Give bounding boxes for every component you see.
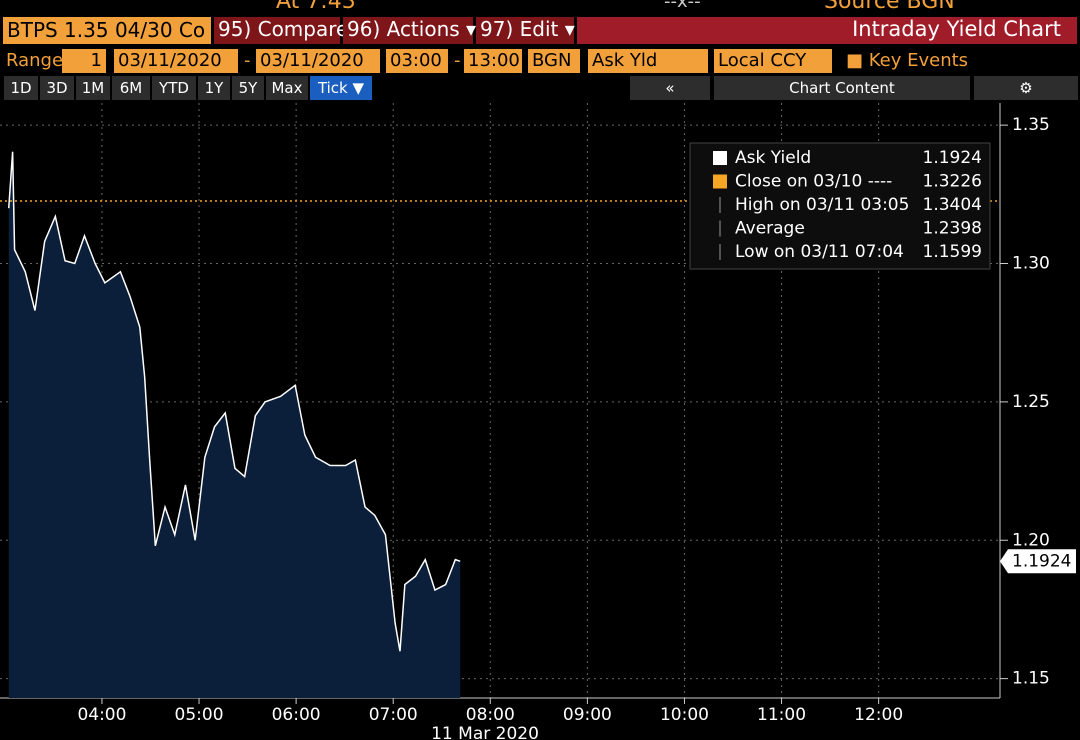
chart: 11 Mar 2020 04:00 05:00 06:00 07:00 08:00 09:… <box>0 103 1076 740</box>
legend-label: Average <box>735 219 805 239</box>
menu[interactable]: 97) Edit ▾ <box>476 17 575 44</box>
field[interactable]: BGN <box>528 49 580 73</box>
period-button[interactable]: Max <box>266 76 308 100</box>
sep: - <box>244 50 251 71</box>
y-tick-label: 1.20 <box>1012 530 1050 550</box>
security[interactable]: BTPS 1.35 04/30 Co <box>3 17 211 44</box>
period-button[interactable]: 5Y <box>232 76 264 100</box>
period-button[interactable]: 3D <box>40 76 74 100</box>
x-tick-label: 06:00 <box>272 705 321 725</box>
chart-content[interactable]: Chart Content <box>714 76 970 100</box>
field[interactable]: 13:00 <box>464 49 522 73</box>
x-tick-label: 12:00 <box>854 705 903 725</box>
header-top: --x-- <box>664 0 701 12</box>
field[interactable]: 03/11/2020 <box>256 49 380 73</box>
menu[interactable]: 96) Actions ▾ <box>343 17 476 44</box>
key-events-label: Key Events <box>868 50 969 71</box>
area <box>8 151 461 698</box>
x-tick-label: 04:00 <box>77 705 126 725</box>
header-top: Source BGN <box>824 0 955 14</box>
field[interactable]: Ask Yld <box>588 49 708 73</box>
y-tick-label: 1.30 <box>1012 254 1050 274</box>
period-button[interactable]: 1M <box>76 76 110 100</box>
legend-box <box>689 142 991 270</box>
legend-value: 1.1599 <box>923 242 982 262</box>
y-tick-label: 1.15 <box>1012 669 1050 689</box>
line <box>7 151 461 652</box>
range-label: Range <box>6 50 64 71</box>
legend-label: Close on 03/10 ---- <box>735 172 892 192</box>
field[interactable]: 03/11/2020 <box>114 49 238 73</box>
last-tag <box>1000 549 1076 574</box>
field[interactable]: 03:00 <box>386 49 448 73</box>
legend-swatch <box>713 174 727 189</box>
title: Intraday Yield Chart <box>577 17 1077 44</box>
x-tick-label: 11:00 <box>757 705 806 725</box>
period-button[interactable]: Tick ▼ <box>310 76 372 100</box>
menu[interactable]: 95) Compare <box>214 17 348 44</box>
period-button[interactable]: 1D <box>4 76 38 100</box>
legend-label: Ask Yield <box>735 148 811 168</box>
field[interactable]: 1 <box>62 49 106 73</box>
collapse[interactable]: « <box>630 76 710 100</box>
sep: - <box>454 50 461 71</box>
x-tick-label: 07:00 <box>369 705 418 725</box>
legend-value: 1.2398 <box>923 219 982 239</box>
y-tick-label: 1.35 <box>1012 115 1050 135</box>
legend-label: High on 03/11 03:05 <box>735 195 909 215</box>
x-axis-label: 11 Mar 2020 <box>431 724 539 740</box>
last-tag-label: 1.1924 <box>1012 551 1071 571</box>
key-events[interactable]: ■ Key Events <box>846 50 969 71</box>
x-tick-label: 05:00 <box>175 705 224 725</box>
legend-value: 1.1924 <box>923 148 982 168</box>
legend-value: 1.3226 <box>923 172 982 192</box>
legend-swatch <box>713 151 727 165</box>
period-button[interactable]: 6M <box>112 76 150 100</box>
y-tick-label: 1.25 <box>1012 392 1050 412</box>
legend-value: 1.3404 <box>923 195 982 215</box>
x-tick-label: 10:00 <box>660 705 709 725</box>
x-tick-label: 09:00 <box>563 705 612 725</box>
period-button[interactable]: YTD <box>152 76 196 100</box>
header-top: At 7:43 <box>276 0 356 14</box>
x-tick-label: 08:00 <box>466 705 515 725</box>
field[interactable]: Local CCY <box>714 49 832 73</box>
period-button[interactable]: 1Y <box>198 76 230 100</box>
legend-label: Low on 03/11 07:04 <box>735 242 904 262</box>
settings[interactable]: ⚙ <box>974 76 1078 100</box>
